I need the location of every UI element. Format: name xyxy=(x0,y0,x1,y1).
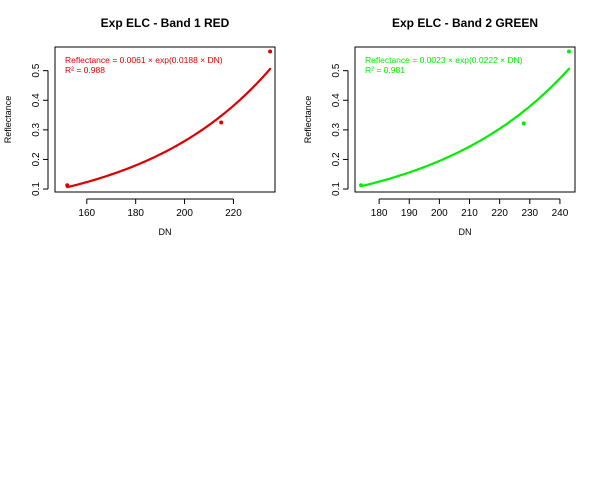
y-tick-label: 0.5 xyxy=(31,63,42,77)
chart-panel-1: Exp ELC - Band 1 RED 160 180 200 220 DN 0.1 0.2… xyxy=(3,16,276,237)
chart-title: Exp ELC - Band 1 RED xyxy=(101,16,230,30)
chart-title: Exp ELC - Band 2 GREEN xyxy=(392,16,538,30)
r-squared-text: R² = 0.981 xyxy=(365,65,405,75)
x-tick-label: 180 xyxy=(127,208,144,219)
x-tick-label: 230 xyxy=(521,208,538,219)
y-tick-label: 0.5 xyxy=(331,63,342,77)
fit-curve-line xyxy=(66,67,272,189)
y-axis: 0.1 0.2 0.3 0.4 0.5 xyxy=(331,63,349,196)
data-point xyxy=(65,183,70,188)
y-tick-label: 0.4 xyxy=(31,93,42,107)
x-tick-label: 200 xyxy=(176,208,193,219)
x-tick-label: 160 xyxy=(78,208,95,219)
y-tick-label: 0.1 xyxy=(331,182,342,196)
x-tick-label: 220 xyxy=(225,208,242,219)
fit-equation-text: Reflectance = 0.0061 × exp(0.0188 × DN) xyxy=(65,55,223,65)
x-tick-label: 200 xyxy=(431,208,448,219)
y-tick-label: 0.3 xyxy=(31,122,42,136)
data-point xyxy=(268,49,273,54)
x-axis: 160 180 200 220 xyxy=(78,198,242,219)
x-tick-label: 180 xyxy=(371,208,388,219)
r-squared-text: R² = 0.988 xyxy=(65,65,105,75)
x-tick-label: 220 xyxy=(491,208,508,219)
x-tick-label: 190 xyxy=(401,208,418,219)
y-tick-label: 0.4 xyxy=(331,93,342,107)
plot-frame xyxy=(54,46,276,193)
chart-panel-2: Exp ELC - Band 2 GREEN 180 190 200 210 220 230… xyxy=(303,16,576,237)
x-tick-label: 210 xyxy=(461,208,478,219)
y-tick-label: 0.3 xyxy=(331,122,342,136)
x-tick-label: 240 xyxy=(552,208,569,219)
fit-curve-line xyxy=(359,67,571,188)
x-axis-label: DN xyxy=(159,227,172,237)
y-axis-label: Reflectance xyxy=(3,96,13,144)
x-axis: 180 190 200 210 220 230 240 xyxy=(371,198,569,219)
data-point xyxy=(359,183,364,188)
y-axis-label: Reflectance xyxy=(303,96,313,144)
data-point xyxy=(566,49,571,54)
y-axis: 0.1 0.2 0.3 0.4 0.5 xyxy=(31,63,49,196)
plot-frame xyxy=(354,46,576,193)
x-axis-label: DN xyxy=(459,227,472,237)
data-point xyxy=(521,121,526,126)
y-tick-label: 0.2 xyxy=(31,152,42,166)
y-tick-label: 0.1 xyxy=(31,182,42,196)
data-point xyxy=(219,120,224,125)
fit-equation-text: Reflectance = 0.0023 × exp(0.0222 × DN) xyxy=(365,55,523,65)
y-tick-label: 0.2 xyxy=(331,152,342,166)
